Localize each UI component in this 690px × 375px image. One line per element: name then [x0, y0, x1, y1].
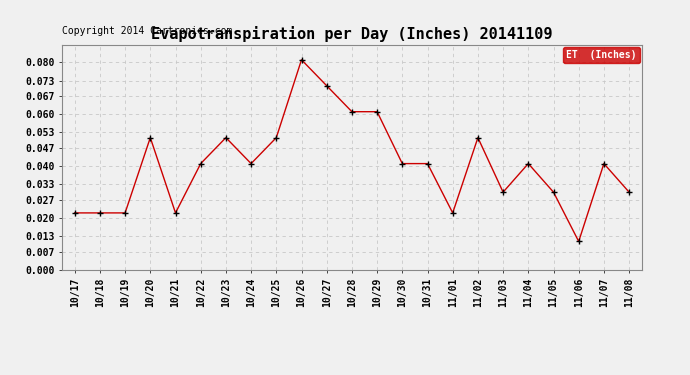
Title: Evapotranspiration per Day (Inches) 20141109: Evapotranspiration per Day (Inches) 2014…	[151, 27, 553, 42]
Legend: ET  (Inches): ET (Inches)	[564, 47, 640, 63]
Text: Copyright 2014 Cartronics.com: Copyright 2014 Cartronics.com	[62, 26, 233, 36]
